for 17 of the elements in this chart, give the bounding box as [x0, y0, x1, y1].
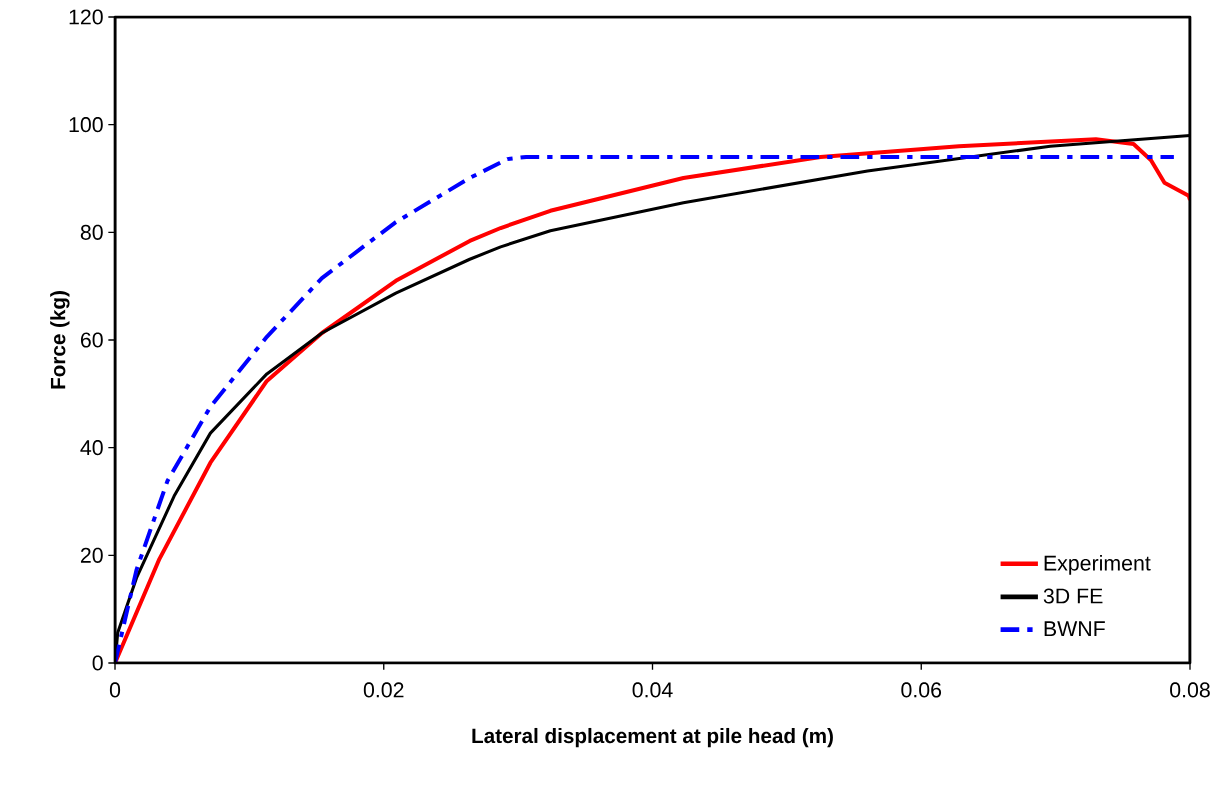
y-tick-label: 80: [80, 224, 103, 240]
y-tick-label: 60: [80, 332, 103, 348]
x-tick-label: 0.02: [363, 682, 404, 698]
y-tick-label: 120: [69, 9, 103, 25]
y-tick-label: 0: [92, 655, 103, 671]
legend-label: 3D FE: [1043, 588, 1103, 604]
y-tick-label: 40: [80, 440, 103, 456]
y-tick-label: 20: [80, 547, 103, 563]
x-tick-label: 0.04: [632, 682, 673, 698]
legend-label: BWNF: [1044, 621, 1105, 637]
x-axis-title: Lateral displacement at pile head (m): [472, 727, 833, 748]
x-tick-label: 0: [109, 682, 121, 698]
x-tick-label: 0.06: [901, 682, 942, 698]
y-tick-label: 100: [69, 117, 103, 133]
legend-label: Experiment: [1044, 554, 1151, 575]
y-axis-title: Force (kg): [50, 291, 70, 389]
x-tick-label: 0.08: [1170, 682, 1210, 698]
